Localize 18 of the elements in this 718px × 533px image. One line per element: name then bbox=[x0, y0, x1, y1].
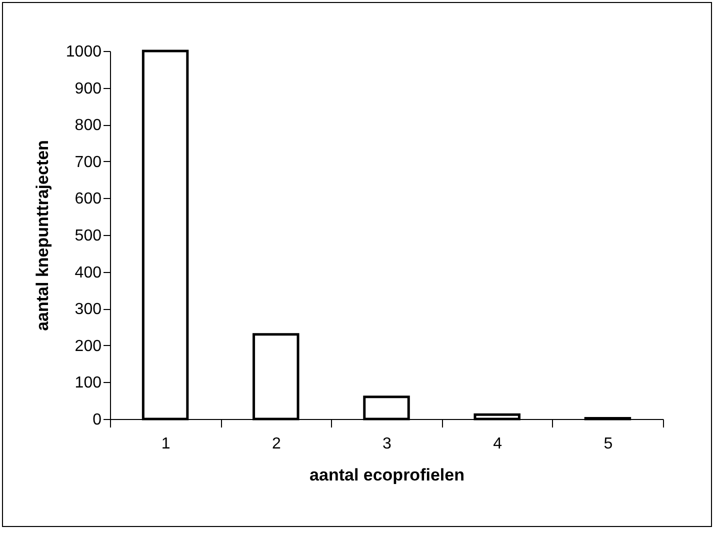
y-tick-label: 200 bbox=[74, 338, 102, 355]
x-tick-label: 3 bbox=[382, 436, 392, 452]
x-tick-label: 4 bbox=[493, 436, 502, 452]
x-tick-label: 1 bbox=[161, 436, 170, 452]
y-tick-label: 800 bbox=[74, 117, 102, 134]
x-axis-title: aantal ecoprofielen bbox=[310, 466, 464, 484]
y-tick-label: 500 bbox=[74, 228, 102, 244]
y-tick-label: 100 bbox=[74, 374, 102, 392]
y-tick-label: 0 bbox=[92, 412, 102, 428]
y-tick-label: 700 bbox=[74, 154, 102, 171]
x-tick-label: 5 bbox=[604, 436, 613, 452]
y-tick-label: 900 bbox=[74, 80, 102, 98]
y-axis-title: aantal knepunttrajecten bbox=[32, 140, 52, 331]
y-tick-label: 400 bbox=[74, 264, 102, 282]
x-tick-label: 2 bbox=[272, 436, 281, 452]
y-tick-label: 600 bbox=[74, 190, 102, 208]
y-tick-label: 300 bbox=[74, 301, 102, 318]
y-tick-label: 1000 bbox=[66, 44, 102, 60]
